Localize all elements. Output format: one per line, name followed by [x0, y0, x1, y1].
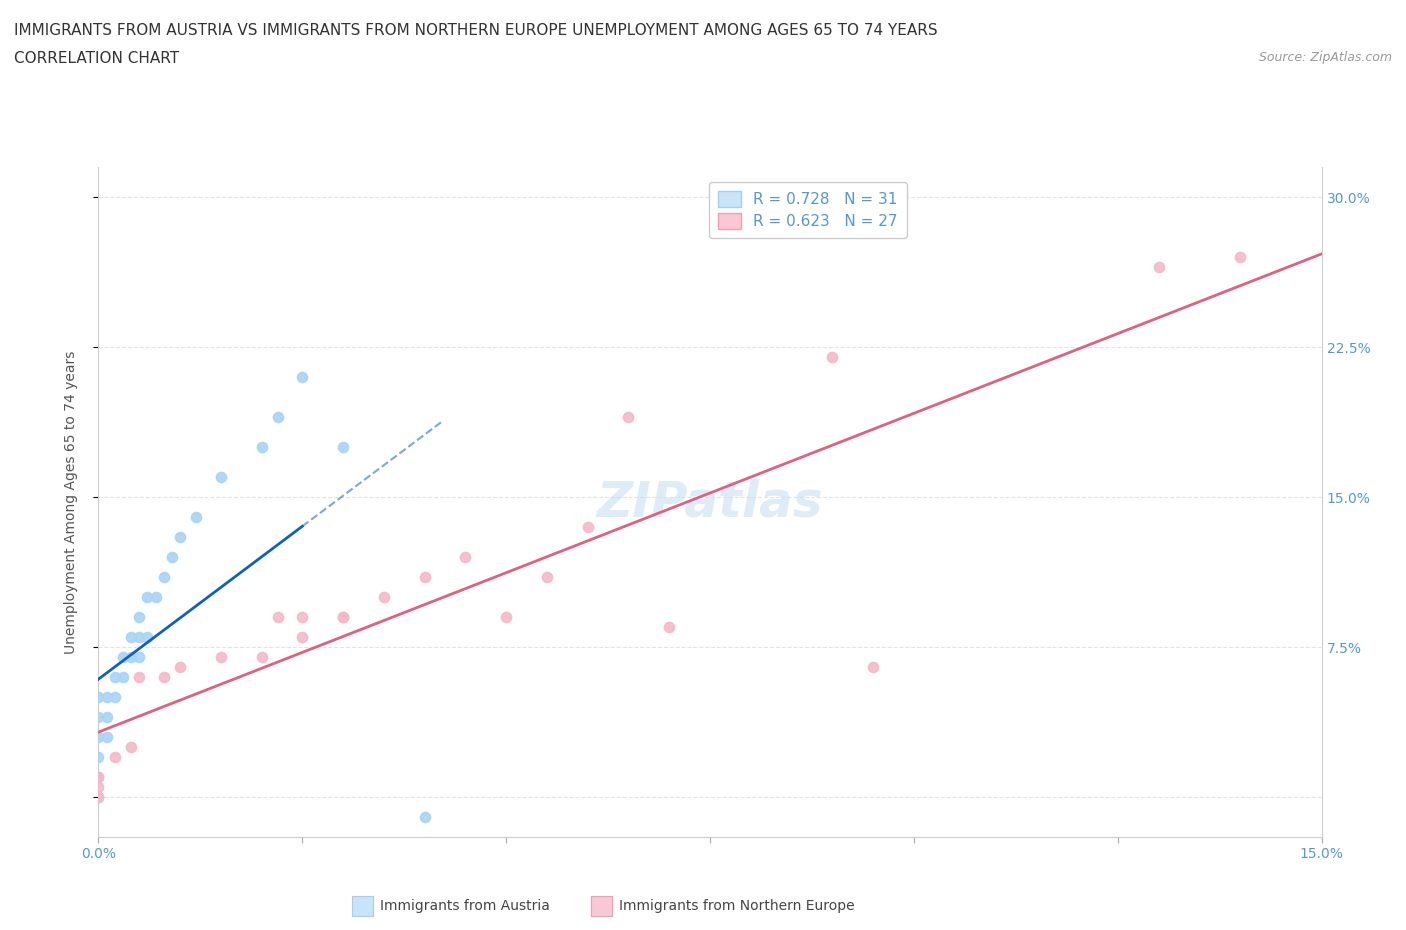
- Point: [332, 610, 354, 625]
- Legend: R = 0.728   N = 31, R = 0.623   N = 27: R = 0.728 N = 31, R = 0.623 N = 27: [709, 181, 907, 238]
- Y-axis label: Unemployment Among Ages 65 to 74 years: Unemployment Among Ages 65 to 74 years: [63, 351, 77, 654]
- Point: [96, 710, 118, 724]
- Text: IMMIGRANTS FROM AUSTRIA VS IMMIGRANTS FROM NORTHERN EUROPE UNEMPLOYMENT AMONG AG: IMMIGRANTS FROM AUSTRIA VS IMMIGRANTS FR…: [14, 23, 938, 38]
- Point: [250, 440, 273, 455]
- Point: [267, 610, 290, 625]
- Point: [111, 670, 134, 684]
- Point: [87, 770, 110, 785]
- Point: [87, 710, 110, 724]
- Point: [87, 690, 110, 705]
- Point: [413, 570, 436, 585]
- Point: [104, 670, 127, 684]
- Point: [145, 590, 167, 604]
- Point: [169, 530, 191, 545]
- Point: [821, 350, 844, 365]
- Point: [250, 650, 273, 665]
- Point: [128, 610, 150, 625]
- Point: [209, 470, 232, 485]
- Point: [1229, 250, 1251, 265]
- Point: [413, 810, 436, 825]
- Point: [169, 659, 191, 674]
- Point: [536, 570, 558, 585]
- Text: Immigrants from Northern Europe: Immigrants from Northern Europe: [619, 898, 855, 913]
- Text: Source: ZipAtlas.com: Source: ZipAtlas.com: [1258, 51, 1392, 64]
- Point: [96, 730, 118, 745]
- Point: [152, 570, 174, 585]
- Point: [87, 750, 110, 764]
- Point: [160, 550, 183, 565]
- Point: [454, 550, 477, 565]
- Point: [87, 779, 110, 794]
- Point: [267, 410, 290, 425]
- Point: [87, 730, 110, 745]
- Point: [104, 750, 127, 764]
- Text: ZIPatlas: ZIPatlas: [596, 478, 824, 526]
- Point: [576, 520, 599, 535]
- Point: [128, 650, 150, 665]
- Point: [120, 650, 142, 665]
- Point: [1147, 259, 1170, 274]
- Point: [136, 630, 159, 644]
- Point: [128, 670, 150, 684]
- Point: [87, 770, 110, 785]
- Point: [658, 619, 681, 634]
- Point: [495, 610, 517, 625]
- Point: [373, 590, 395, 604]
- Point: [120, 630, 142, 644]
- Point: [87, 790, 110, 804]
- Point: [96, 690, 118, 705]
- Point: [104, 690, 127, 705]
- Point: [186, 510, 208, 525]
- Point: [332, 610, 354, 625]
- Point: [87, 790, 110, 804]
- Point: [128, 630, 150, 644]
- Point: [617, 410, 640, 425]
- Point: [862, 659, 884, 674]
- Text: CORRELATION CHART: CORRELATION CHART: [14, 51, 179, 66]
- Point: [291, 630, 314, 644]
- Point: [136, 590, 159, 604]
- Text: Immigrants from Austria: Immigrants from Austria: [380, 898, 550, 913]
- Point: [332, 440, 354, 455]
- Point: [209, 650, 232, 665]
- Point: [291, 610, 314, 625]
- Point: [291, 370, 314, 385]
- Point: [111, 650, 134, 665]
- Point: [152, 670, 174, 684]
- Point: [120, 739, 142, 754]
